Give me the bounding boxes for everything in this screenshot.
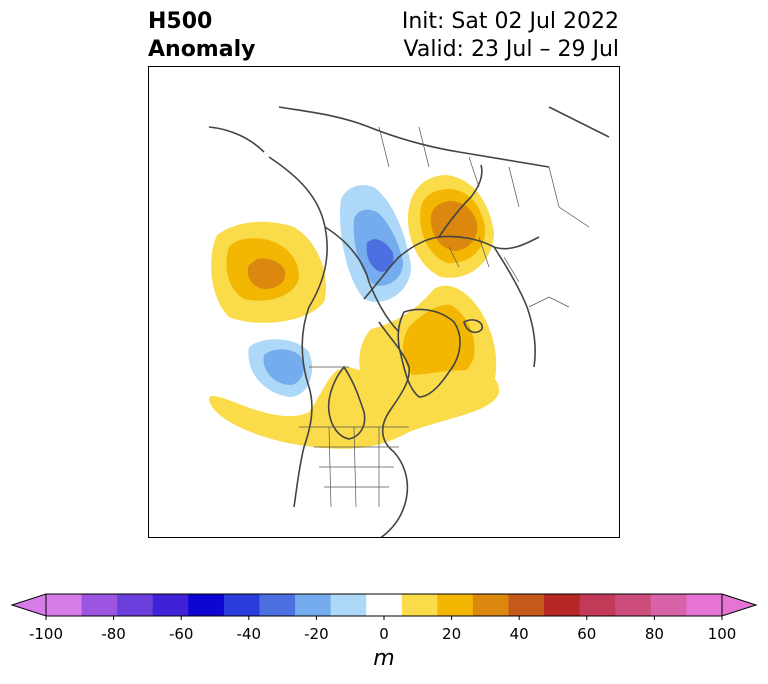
colorbar-segment: [650, 594, 687, 616]
valid-date: Valid: 23 Jul – 29 Jul: [403, 37, 619, 62]
anomaly-map: [208, 106, 610, 537]
colorbar-segment: [330, 594, 367, 616]
colorbar-segment: [437, 594, 474, 616]
colorbar-segment: [579, 594, 616, 616]
colorbar-tick-label: 40: [509, 625, 529, 643]
colorbar-segment: [472, 594, 510, 616]
colorbar-svg: [10, 593, 758, 620]
negative-anomaly-alaska: [248, 339, 313, 397]
colorbar-segment: [366, 594, 403, 616]
colorbar-tick-label: 60: [577, 625, 597, 643]
colorbar-tick-label: 0: [379, 625, 389, 643]
colorbar-segment: [81, 594, 118, 616]
positive-anomaly-eurasia: [407, 175, 494, 278]
colorbar-segment: [295, 594, 332, 616]
init-date: Init: Sat 02 Jul 2022: [401, 9, 619, 34]
colorbar-segment: [46, 594, 83, 616]
colorbar-segment: [223, 594, 260, 616]
positive-anomaly-north-america: [209, 367, 500, 449]
colorbar-segment: [188, 594, 225, 616]
colorbar-segment: [259, 594, 296, 616]
positive-anomaly-pacific: [211, 221, 326, 323]
colorbar-segment: [152, 594, 189, 616]
colorbar-segment: [686, 594, 723, 616]
colorbar-tick-label: -20: [304, 625, 329, 643]
colorbar: [0, 588, 768, 628]
colorbar-segment: [117, 594, 154, 616]
colorbar-tick-label: -40: [236, 625, 262, 643]
colorbar-tick-label: 20: [442, 625, 462, 643]
borders: [299, 126, 590, 508]
title-left: H500 Anomaly: [148, 8, 255, 64]
colorbar-segment: [401, 594, 438, 616]
unit-label: m: [373, 646, 395, 671]
colorbar-under-arrow: [10, 593, 47, 617]
title-right: Init: Sat 02 Jul 2022 Valid: 23 Jul – 29…: [402, 8, 619, 64]
colorbar-tick-label: -60: [168, 625, 194, 643]
colorbar-tick-label: -80: [101, 625, 126, 643]
colorbar-tick-label: 100: [707, 625, 737, 643]
colorbar-segment: [508, 594, 545, 616]
title-line-2: Anomaly: [148, 37, 256, 62]
title-line-1: H500: [148, 9, 213, 34]
colorbar-tick-label: 80: [644, 625, 664, 643]
colorbar-tick-label: -100: [28, 625, 64, 643]
colorbar-segment: [615, 594, 652, 616]
map-panel: [148, 66, 620, 538]
colorbar-segment: [544, 594, 581, 616]
coastlines: [208, 106, 610, 537]
colorbar-over-arrow: [721, 593, 758, 617]
